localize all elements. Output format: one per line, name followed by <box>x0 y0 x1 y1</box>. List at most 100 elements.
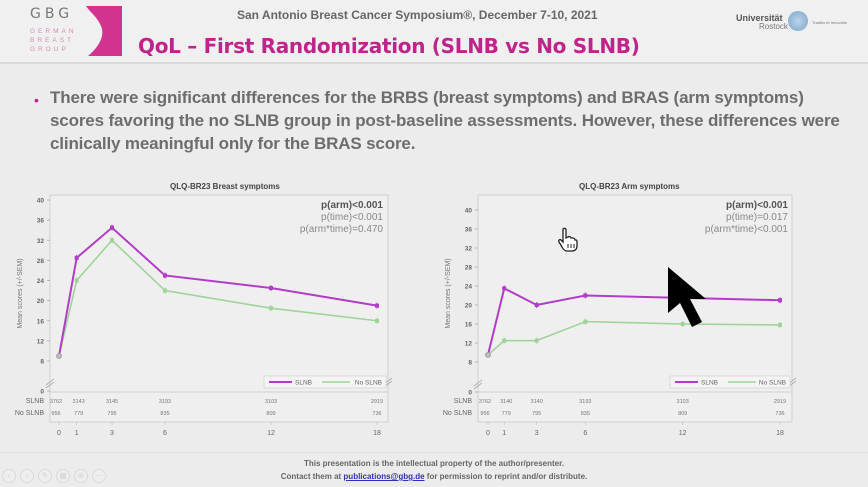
at-risk-count: 3193 <box>159 399 171 405</box>
previous-icon[interactable]: ‹ <box>2 469 16 483</box>
at-risk-count: 779 <box>74 411 83 417</box>
at-risk-count: 3140 <box>500 399 512 405</box>
at-risk-count: 795 <box>107 411 116 417</box>
y-tick-label: 36 <box>465 227 473 234</box>
zoom-icon[interactable]: ⊕ <box>74 469 88 483</box>
slide-title: QoL – First Randomization (SLNB vs No SL… <box>138 34 640 58</box>
axis-break-mark <box>45 381 55 389</box>
at-risk-count: 2919 <box>371 399 383 405</box>
bullet-marker: • <box>34 92 39 108</box>
gbg-logo-text: GBG <box>30 6 74 22</box>
presentation-controls: ‹ › ✎ ▦ ⊕ ⋯ <box>2 469 106 483</box>
at-risk-row-label: No SLNB <box>443 410 473 417</box>
at-risk-count: 736 <box>775 411 784 417</box>
data-point-no-slnb <box>110 238 114 243</box>
at-risk-count: 956 <box>51 411 60 417</box>
hand-cursor-icon <box>558 227 578 252</box>
at-risk-row-label: SLNB <box>454 398 473 405</box>
at-risk-count: 3103 <box>677 399 689 405</box>
footer-email-link[interactable]: publications@gbg.de <box>343 472 425 481</box>
series-line-no-slnb <box>58 239 378 357</box>
footer-copyright: This presentation is the intellectual pr… <box>303 459 565 468</box>
at-risk-count: 956 <box>480 411 489 417</box>
data-point-slnb <box>110 225 114 230</box>
y-tick-label: 24 <box>465 284 473 291</box>
university-logo: Universität Rostock Traditio et Innovati… <box>736 11 866 43</box>
chart-title-arm: QLQ-BR23 Arm symptoms <box>579 182 680 191</box>
series-line-no-slnb <box>487 320 781 356</box>
data-point-slnb <box>583 293 588 298</box>
y-tick-label: 32 <box>465 246 473 253</box>
axis-break-mark <box>45 378 55 386</box>
logo-sub-line-1: GERMAN <box>30 28 77 35</box>
bullet-text: There were significant differences for t… <box>50 88 840 153</box>
university-name: Universität <box>736 13 783 23</box>
university-tagline: Traditio et Innovatio <box>812 20 847 25</box>
p-value-annotation: p(time)<0.001 <box>321 212 383 223</box>
at-risk-count: 3140 <box>531 399 543 405</box>
y-tick-label: 36 <box>37 218 45 225</box>
at-risk-count: 3193 <box>579 399 591 405</box>
data-point-no-slnb <box>534 338 539 343</box>
legend-label-no-slnb: No SLNB <box>355 380 382 387</box>
slides-icon[interactable]: ▦ <box>56 469 70 483</box>
next-icon[interactable]: › <box>20 469 34 483</box>
at-risk-count: 795 <box>532 411 541 417</box>
data-point-no-slnb <box>583 319 588 324</box>
y-tick-label: 8 <box>40 359 44 366</box>
x-tick-label: 6 <box>163 430 167 437</box>
pen-icon[interactable]: ✎ <box>38 469 52 483</box>
p-value-annotation: p(arm*time)<0.001 <box>705 224 789 235</box>
at-risk-count: 2919 <box>774 399 786 405</box>
x-tick-label: 1 <box>502 430 506 437</box>
x-tick-label: 1 <box>75 430 79 437</box>
slide-footer: This presentation is the intellectual pr… <box>0 452 868 487</box>
plot-frame <box>477 194 793 393</box>
p-value-annotation: p(arm)<0.001 <box>321 200 383 211</box>
data-point-no-slnb <box>502 338 507 343</box>
axis-break-mark <box>473 379 483 387</box>
x-tick-label: 0 <box>57 430 61 437</box>
arrow-cursor-icon <box>668 267 706 327</box>
at-risk-count: 809 <box>266 411 275 417</box>
at-risk-row-label: SLNB <box>26 398 45 405</box>
at-risk-row-label: No SLNB <box>15 410 45 417</box>
y-tick-label: 32 <box>37 238 45 245</box>
axis-break-mark <box>473 382 483 390</box>
data-point-baseline <box>485 352 491 358</box>
university-city: Rostock <box>759 22 788 31</box>
legend-label-slnb: SLNB <box>701 380 718 387</box>
y-tick-label: 20 <box>37 298 45 305</box>
at-risk-count: 809 <box>678 411 687 417</box>
y-tick-label: 0 <box>40 389 44 396</box>
logo-sub-line-3: GROUP <box>30 46 69 53</box>
series-line-slnb <box>58 226 378 357</box>
y-axis-label: Mean scores (+/-SEM) <box>17 258 24 328</box>
x-tick-label: 12 <box>267 430 275 437</box>
legend-label-no-slnb: No SLNB <box>759 380 786 387</box>
y-tick-label: 40 <box>465 208 473 215</box>
y-tick-label: 8 <box>468 360 472 367</box>
y-axis-label: Mean scores (+/-SEM) <box>445 258 452 328</box>
footer-contact: Contact them at publications@gbg.de for … <box>0 472 868 481</box>
data-point-no-slnb <box>680 322 685 326</box>
y-tick-label: 12 <box>37 338 45 345</box>
x-tick-label: 0 <box>486 430 490 437</box>
p-value-annotation: p(arm*time)=0.470 <box>300 224 384 235</box>
data-point-slnb <box>778 298 782 303</box>
x-tick-label: 6 <box>583 430 587 437</box>
y-tick-label: 28 <box>37 258 45 265</box>
at-risk-table-frame <box>49 391 389 423</box>
university-seal-icon <box>788 11 808 31</box>
x-tick-label: 12 <box>679 430 687 437</box>
y-tick-label: 40 <box>37 198 45 205</box>
y-tick-label: 12 <box>465 341 473 348</box>
more-icon[interactable]: ⋯ <box>92 469 106 483</box>
p-value-annotation: p(arm)<0.001 <box>726 200 788 211</box>
logo-sub-line-2: BREAST <box>30 37 75 44</box>
legend-label-slnb: SLNB <box>295 380 312 387</box>
y-tick-label: 24 <box>37 278 45 285</box>
data-point-slnb <box>269 286 273 291</box>
data-point-slnb <box>502 286 507 291</box>
at-risk-table-frame <box>477 391 793 423</box>
